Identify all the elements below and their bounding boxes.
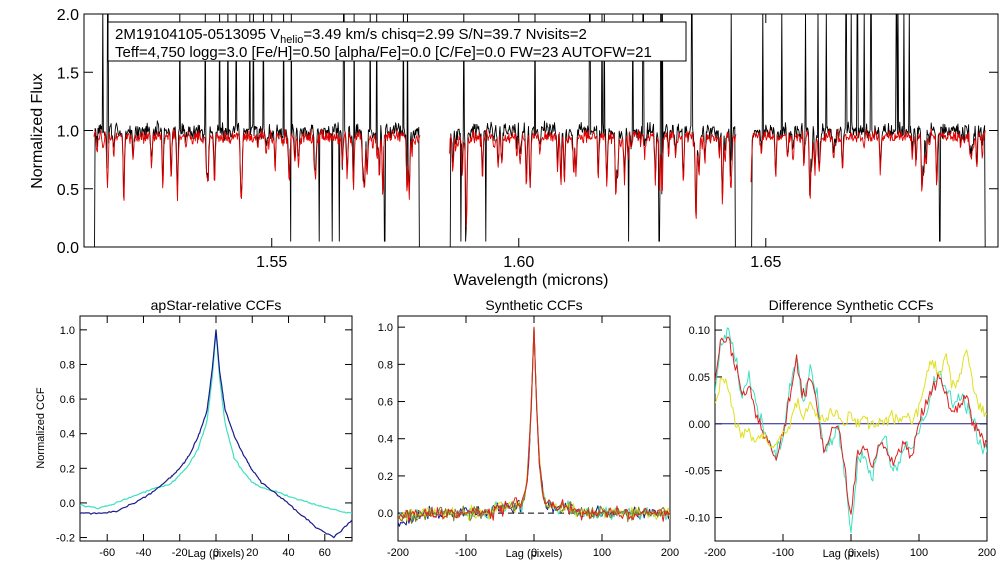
synthetic-ccf-lines xyxy=(398,326,670,527)
difference-ccf-ytick-label: 0.00 xyxy=(689,419,710,431)
difference-ccf-ytick-label: 0.10 xyxy=(689,325,710,337)
velocity-subscript: helio xyxy=(280,34,303,46)
synthetic-ccf-ytick-label: 0.2 xyxy=(378,471,393,483)
difference-ccf-ytick-label: -0.05 xyxy=(685,466,710,478)
difference-ccf-xtick-label: 100 xyxy=(910,547,928,559)
apstar-ccf-visit-2 xyxy=(80,329,352,539)
difference-ccf-diff-3 xyxy=(715,349,987,449)
spectrum-xtick-label: 1.65 xyxy=(750,254,781,271)
spectrum-lines xyxy=(93,14,986,247)
velocity-value: =3.49 km/s xyxy=(303,26,381,43)
velocity-label: V xyxy=(270,26,280,43)
spectrum-xtick-label: 1.55 xyxy=(256,254,287,271)
apstar-ccf-ytick-label: 1.0 xyxy=(60,325,75,337)
spectrum-panel: 1.55 1.60 1.65 0.0 0.5 1.0 1.5 2.0 Normalized Fl… xyxy=(29,7,999,289)
apstar-ccf-ytick-label: 0.4 xyxy=(60,429,75,441)
spectrum-xtick-label: 1.60 xyxy=(503,254,534,271)
spectrum-observed-chip-3 xyxy=(751,14,986,247)
difference-ccf-ytick-label: -0.10 xyxy=(685,513,710,525)
apstar-ccf-xtick-label: -40 xyxy=(136,547,152,559)
apstar-ccf-lines xyxy=(80,329,352,539)
difference-ccf-xtick-label: -200 xyxy=(704,547,726,559)
apstar-ccf-xlabel: Lag (pixels) xyxy=(188,548,245,560)
difference-ccf-xtick-label: -100 xyxy=(772,547,794,559)
synthetic-ccf-xtick-label: -100 xyxy=(455,547,477,559)
spectrum-xlabel: Wavelength (microns) xyxy=(453,272,608,289)
spectrum-ytick-label: 0.0 xyxy=(57,240,79,257)
spectrum-model-chip-3 xyxy=(750,128,986,199)
synthetic-ccf-ytick-label: 0.4 xyxy=(378,434,393,446)
star-id: 2M19104105-0513095 xyxy=(115,26,270,43)
spectrum-ytick-label: 1.5 xyxy=(57,65,79,82)
difference-ccf-frame xyxy=(714,315,988,542)
synthetic-ccf-xlabel: Lag (pixels) xyxy=(506,548,563,560)
apstar-ccf-xtick-label: 20 xyxy=(246,547,258,559)
difference-ccf-panel: -200 -100 0 100 200 -0.10 -0.05 0.00 0.05 0.10 Dif… xyxy=(685,297,996,560)
apstar-ccf-xtick-label: 60 xyxy=(319,547,331,559)
spectrum-ylabel: Normalized Flux xyxy=(29,73,46,189)
difference-ccf-xtick-label: 200 xyxy=(978,547,996,559)
synthetic-ccf-xtick-label: 200 xyxy=(661,547,679,559)
apstar-ccf-xtick-label: 40 xyxy=(282,547,294,559)
apstar-ccf-ytick-label: 0.2 xyxy=(60,463,75,475)
difference-ccf-ytick-label: 0.05 xyxy=(689,372,710,384)
spectrum-model-chip-2 xyxy=(449,129,737,227)
apstar-ccf-title: apStar-relative CCFs xyxy=(151,297,282,313)
difference-ccf-diff-1 xyxy=(715,327,987,534)
apstar-ccf-xtick-label: 0 xyxy=(213,547,219,559)
synthetic-ccf-ccf-1 xyxy=(398,326,670,527)
apstar-ccf-frame xyxy=(79,315,353,542)
apstar-ccf-panel: -60 -40 -20 0 20 40 60 -0.2 0.0 0.2 0.4 0.6 0.8 1.0 ap… xyxy=(35,297,353,560)
spectrum-ytick-label: 1.0 xyxy=(57,124,79,141)
synthetic-ccf-panel: -200 -100 0 100 200 0.0 0.2 0.4 0.6 0.8 1.0 Synthet… xyxy=(378,297,679,560)
synthetic-ccf-xtick-label: 100 xyxy=(593,547,611,559)
apstar-ccf-ytick-label: 0.6 xyxy=(60,394,75,406)
apstar-ccf-ytick-label: 0.8 xyxy=(60,359,75,371)
synthetic-ccf-ccf-5 xyxy=(398,326,670,522)
synthetic-ccf-ccf-3 xyxy=(398,326,670,522)
apstar-ccf-ylabel: Normalized CCF xyxy=(35,387,47,469)
difference-ccf-title: Difference Synthetic CCFs xyxy=(769,297,934,313)
info-box: 2M19104105-0513095 Vhelio=3.49 km/s chis… xyxy=(107,21,687,62)
synthetic-ccf-title: Synthetic CCFs xyxy=(485,297,582,313)
apstar-ccf-ytick-label: -0.2 xyxy=(56,533,75,545)
difference-ccf-xtick-label: 0 xyxy=(848,547,854,559)
synthetic-ccf-ytick-label: 1.0 xyxy=(378,322,393,334)
synthetic-ccf-ccf-4 xyxy=(398,326,670,524)
synthetic-ccf-ytick-label: 0.0 xyxy=(378,508,393,520)
difference-ccf-lines xyxy=(715,327,987,534)
apstar-ccf-visit-1 xyxy=(80,331,352,514)
synthetic-ccf-ytick-label: 0.8 xyxy=(378,359,393,371)
synthetic-ccf-xtick-label: 0 xyxy=(531,547,537,559)
apstar-ccf-xtick-label: -60 xyxy=(99,547,115,559)
difference-ccf-xlabel: Lag (pixels) xyxy=(823,548,880,560)
fit-stats: chisq=2.99 S/N=39.7 Nvisits=2 xyxy=(381,26,587,43)
apstar-ccf-ytick-label: 0.0 xyxy=(60,498,75,510)
spectrum-model-chip-1 xyxy=(93,128,421,202)
info-line-1: 2M19104105-0513095 Vhelio=3.49 km/s chis… xyxy=(115,26,587,46)
info-box-frame xyxy=(107,21,687,62)
synthetic-ccf-frame xyxy=(397,315,671,542)
info-line-2: Teff=4,750 logg=3.0 [Fe/H]=0.50 [alpha/F… xyxy=(115,44,652,61)
synthetic-ccf-ytick-label: 0.6 xyxy=(378,397,393,409)
spectrum-ytick-label: 0.5 xyxy=(57,182,79,199)
spectrum-ytick-label: 2.0 xyxy=(57,7,79,24)
apstar-ccf-xtick-label: -20 xyxy=(172,547,188,559)
synthetic-ccf-ccf-2 xyxy=(398,326,670,521)
difference-ccf-diff-2 xyxy=(715,336,987,515)
synthetic-ccf-xtick-label: -200 xyxy=(387,547,409,559)
